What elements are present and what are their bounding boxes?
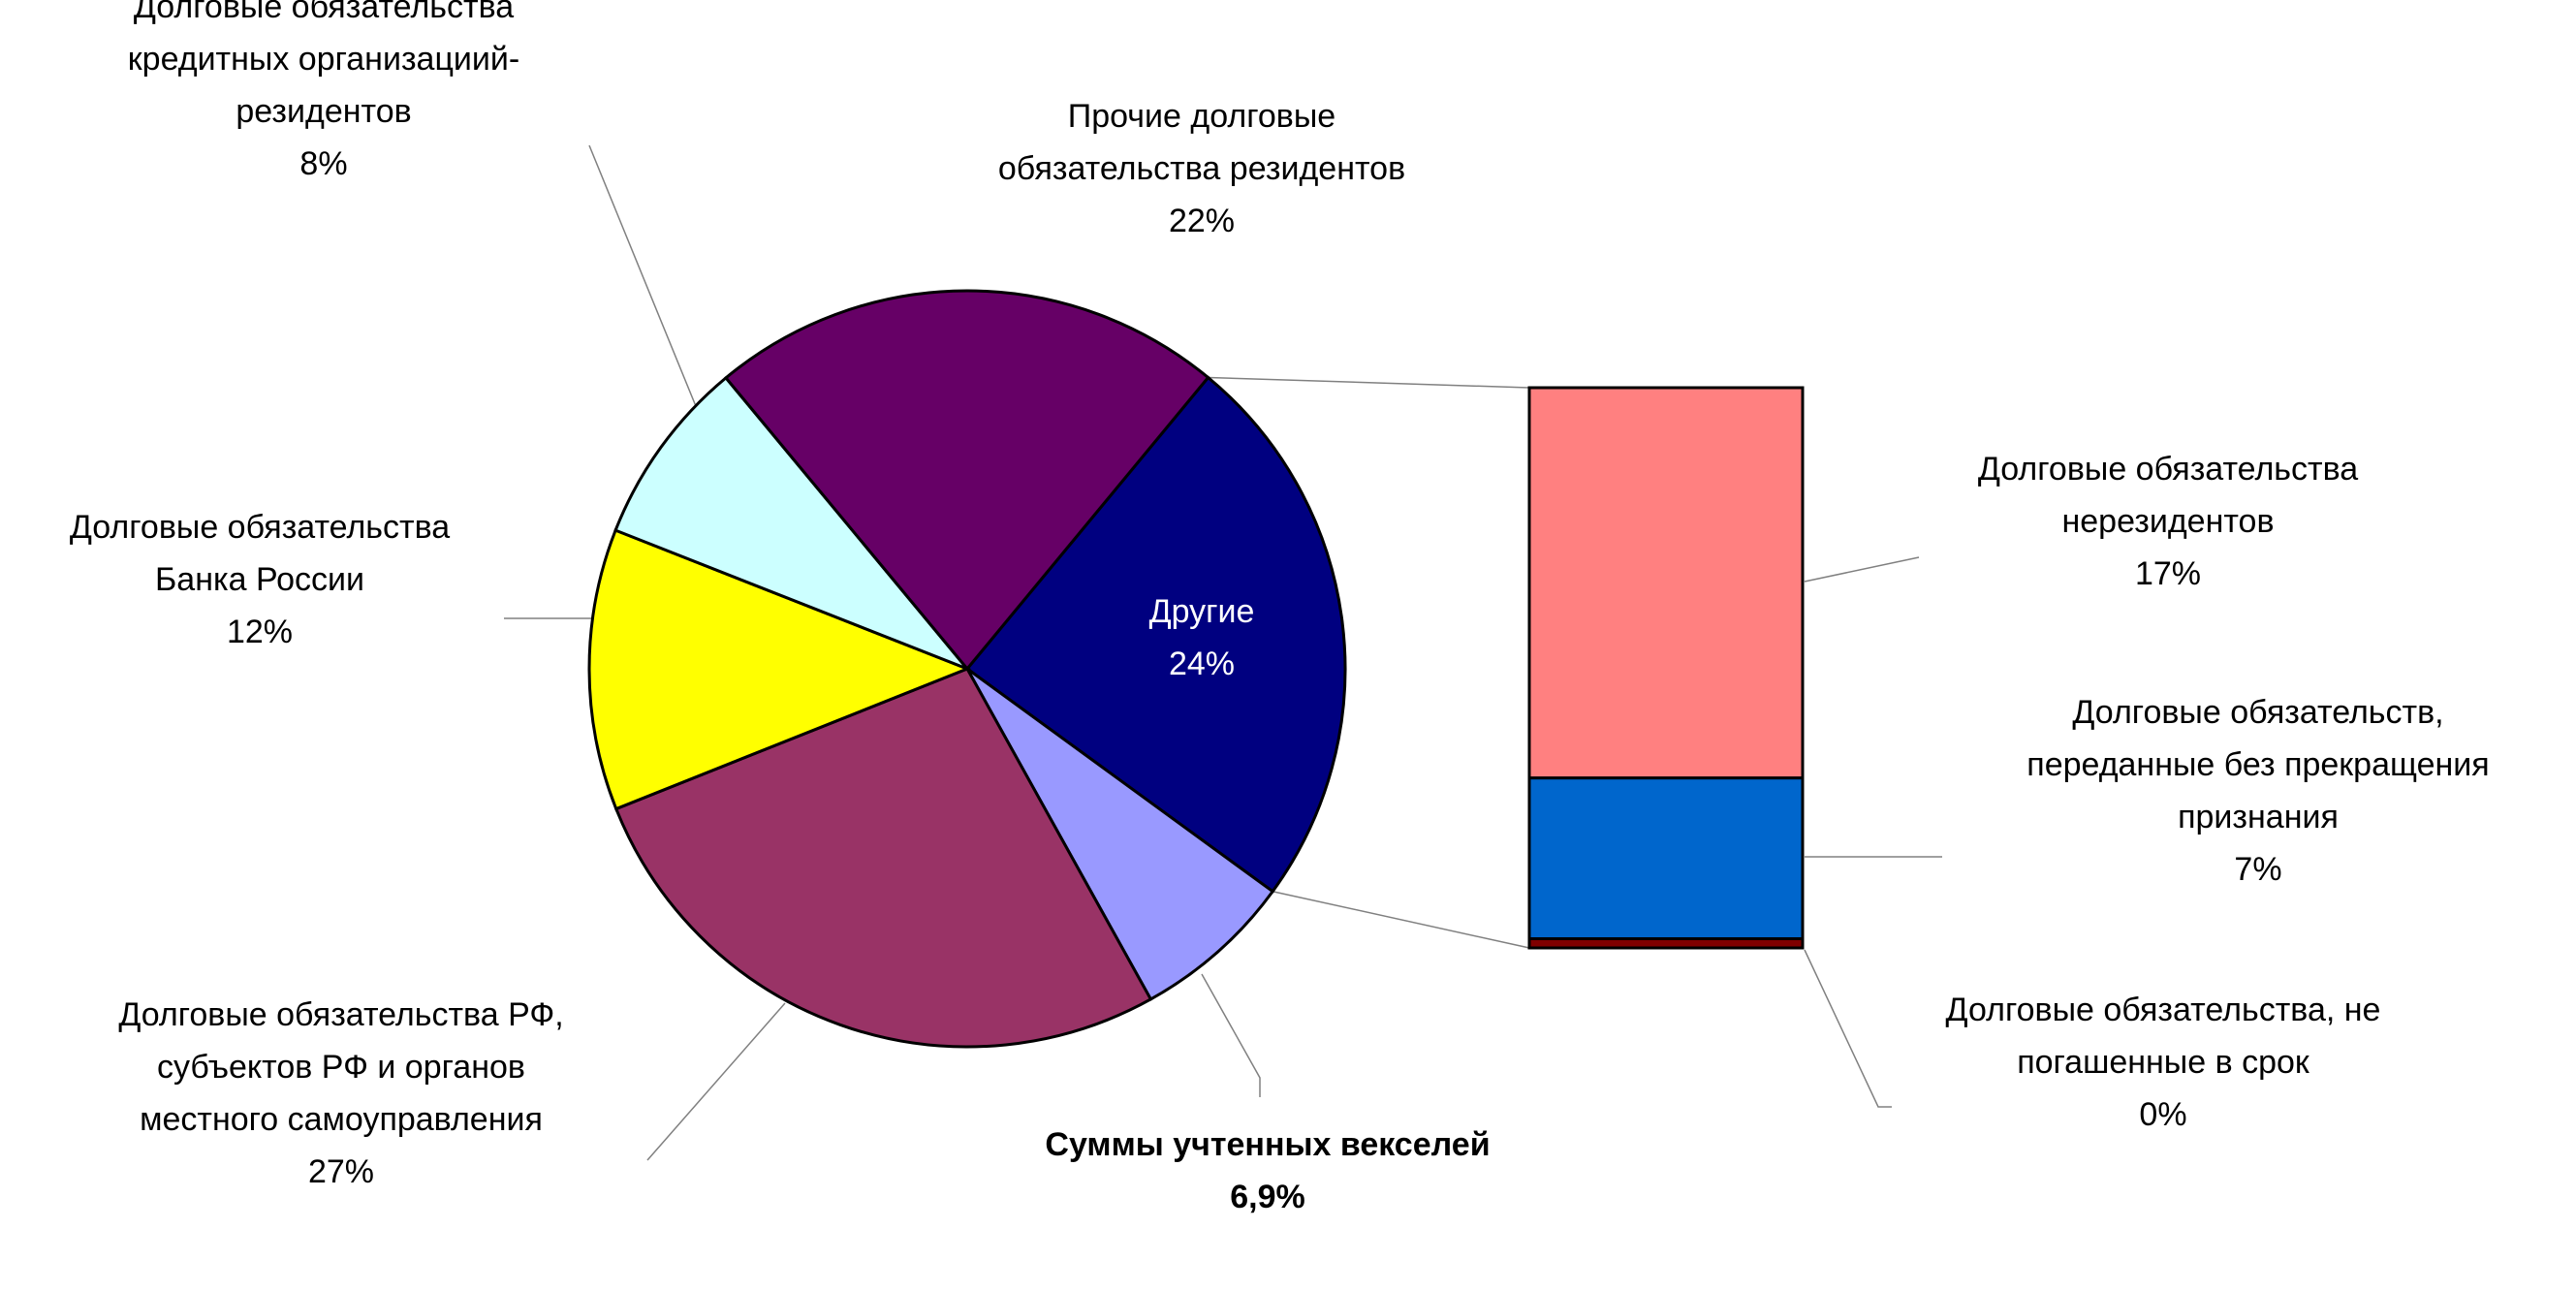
label-line: Долговые обязательства [134, 0, 514, 25]
label-line: кредитных организациий- [128, 41, 519, 78]
label-line: Долговые обязательства РФ, [118, 996, 563, 1033]
leader-lines [504, 144, 1942, 1161]
label-line: Суммы учтенных векселей [1045, 1126, 1490, 1163]
data-label-credit: Долговые обязательства кредитных организа… [128, 0, 519, 182]
value-text: 0% [2139, 1096, 2186, 1133]
data-label-other: Другие 24% [1149, 593, 1255, 682]
label-line: Другие [1149, 593, 1255, 630]
leader-line-overdue [1804, 949, 1892, 1108]
label-line: нерезидентов [2061, 503, 2274, 540]
bar-segment-transferred [1527, 776, 1805, 941]
value-text: 24% [1169, 646, 1235, 682]
stacked-bar [1527, 386, 1805, 950]
label-line: местного самоуправления [140, 1101, 543, 1138]
label-line: Долговые обязательства [1978, 451, 2358, 488]
leader-line-bills [1201, 973, 1261, 1097]
data-label-cbr: Долговые обязательства Банка России 12% [70, 509, 450, 650]
leader-line-rf [646, 1002, 786, 1161]
value-text: 6,9% [1230, 1179, 1305, 1215]
data-label-transferred: Долговые обязательств, переданные без пре… [2026, 694, 2489, 888]
bar-segment-overdue [1527, 937, 1805, 950]
pie-slice-cbr [587, 528, 972, 811]
label-line: субъектов РФ и органов [157, 1049, 525, 1086]
label-line: погашенные в срок [2017, 1044, 2310, 1081]
pie-slice-credit [613, 375, 969, 671]
label-line: Банка России [155, 561, 364, 598]
label-line: признания [2178, 799, 2339, 835]
label-line: обязательства резидентов [998, 150, 1405, 187]
pie-slice-bills [965, 667, 1275, 1001]
value-text: 27% [308, 1153, 374, 1190]
value-text: 12% [227, 614, 293, 650]
bar-segment-nonres [1527, 386, 1805, 780]
value-text: 8% [299, 145, 347, 182]
pie-slice-other [964, 375, 1347, 894]
data-labels: Другие 24% Суммы учтенных векселей 6,9% Долг… [70, 0, 2490, 1215]
data-label-bills: Суммы учтенных векселей 6,9% [1045, 1126, 1490, 1215]
connector-top [1208, 376, 1530, 389]
label-line: Долговые обязательств, [2072, 694, 2443, 731]
pie-bar-connectors [1208, 376, 1530, 949]
pie-slice-rf [613, 667, 1153, 1049]
value-text: 17% [2135, 555, 2201, 592]
data-label-nonres: Долговые обязательства нерезидентов 17% [1978, 451, 2358, 592]
label-line: резидентов [236, 93, 411, 130]
leader-line-nonres [1804, 556, 1920, 583]
label-line: Долговые обязательства [70, 509, 450, 546]
value-text: 7% [2234, 851, 2281, 888]
label-line: Долговые обязательства, не [1946, 992, 2381, 1028]
pie-slices [587, 289, 1347, 1049]
data-label-overdue: Долговые обязательства, не погашенные в с… [1946, 992, 2381, 1133]
value-text: 22% [1169, 203, 1235, 239]
connector-bottom [1272, 890, 1530, 949]
leader-line-credit [588, 144, 699, 412]
label-line: Прочие долговые [1068, 98, 1335, 135]
data-label-rf: Долговые обязательства РФ, субъектов РФ и… [118, 996, 563, 1190]
pie-slice-resid [723, 289, 1210, 672]
data-label-resid: Прочие долговые обязательства резидентов 2… [998, 98, 1405, 239]
label-line: переданные без прекращения [2026, 746, 2489, 783]
